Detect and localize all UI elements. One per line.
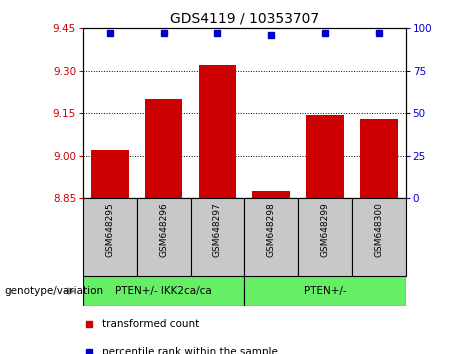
Text: GSM648298: GSM648298	[267, 202, 276, 257]
Bar	[83, 276, 244, 306]
Bar	[199, 65, 236, 198]
Text: PTEN+/-: PTEN+/-	[304, 286, 346, 296]
Bar	[190, 198, 244, 276]
Bar	[91, 150, 129, 198]
Title: GDS4119 / 10353707: GDS4119 / 10353707	[170, 12, 319, 26]
Bar	[83, 198, 137, 276]
Text: genotype/variation: genotype/variation	[5, 286, 104, 296]
Bar	[306, 115, 344, 198]
Text: GSM648296: GSM648296	[159, 202, 168, 257]
Bar	[352, 198, 406, 276]
Text: GSM648300: GSM648300	[374, 202, 383, 257]
Text: PTEN+/- IKK2ca/ca: PTEN+/- IKK2ca/ca	[115, 286, 212, 296]
Bar	[360, 119, 397, 198]
Bar	[137, 198, 190, 276]
Bar	[244, 276, 406, 306]
Text: GSM648299: GSM648299	[320, 202, 330, 257]
Text: transformed count: transformed count	[102, 319, 200, 329]
Text: GSM648297: GSM648297	[213, 202, 222, 257]
Bar	[252, 191, 290, 198]
Text: percentile rank within the sample: percentile rank within the sample	[102, 347, 278, 354]
Bar	[244, 198, 298, 276]
Text: GSM648295: GSM648295	[106, 202, 114, 257]
Bar	[298, 198, 352, 276]
Bar	[145, 99, 183, 198]
